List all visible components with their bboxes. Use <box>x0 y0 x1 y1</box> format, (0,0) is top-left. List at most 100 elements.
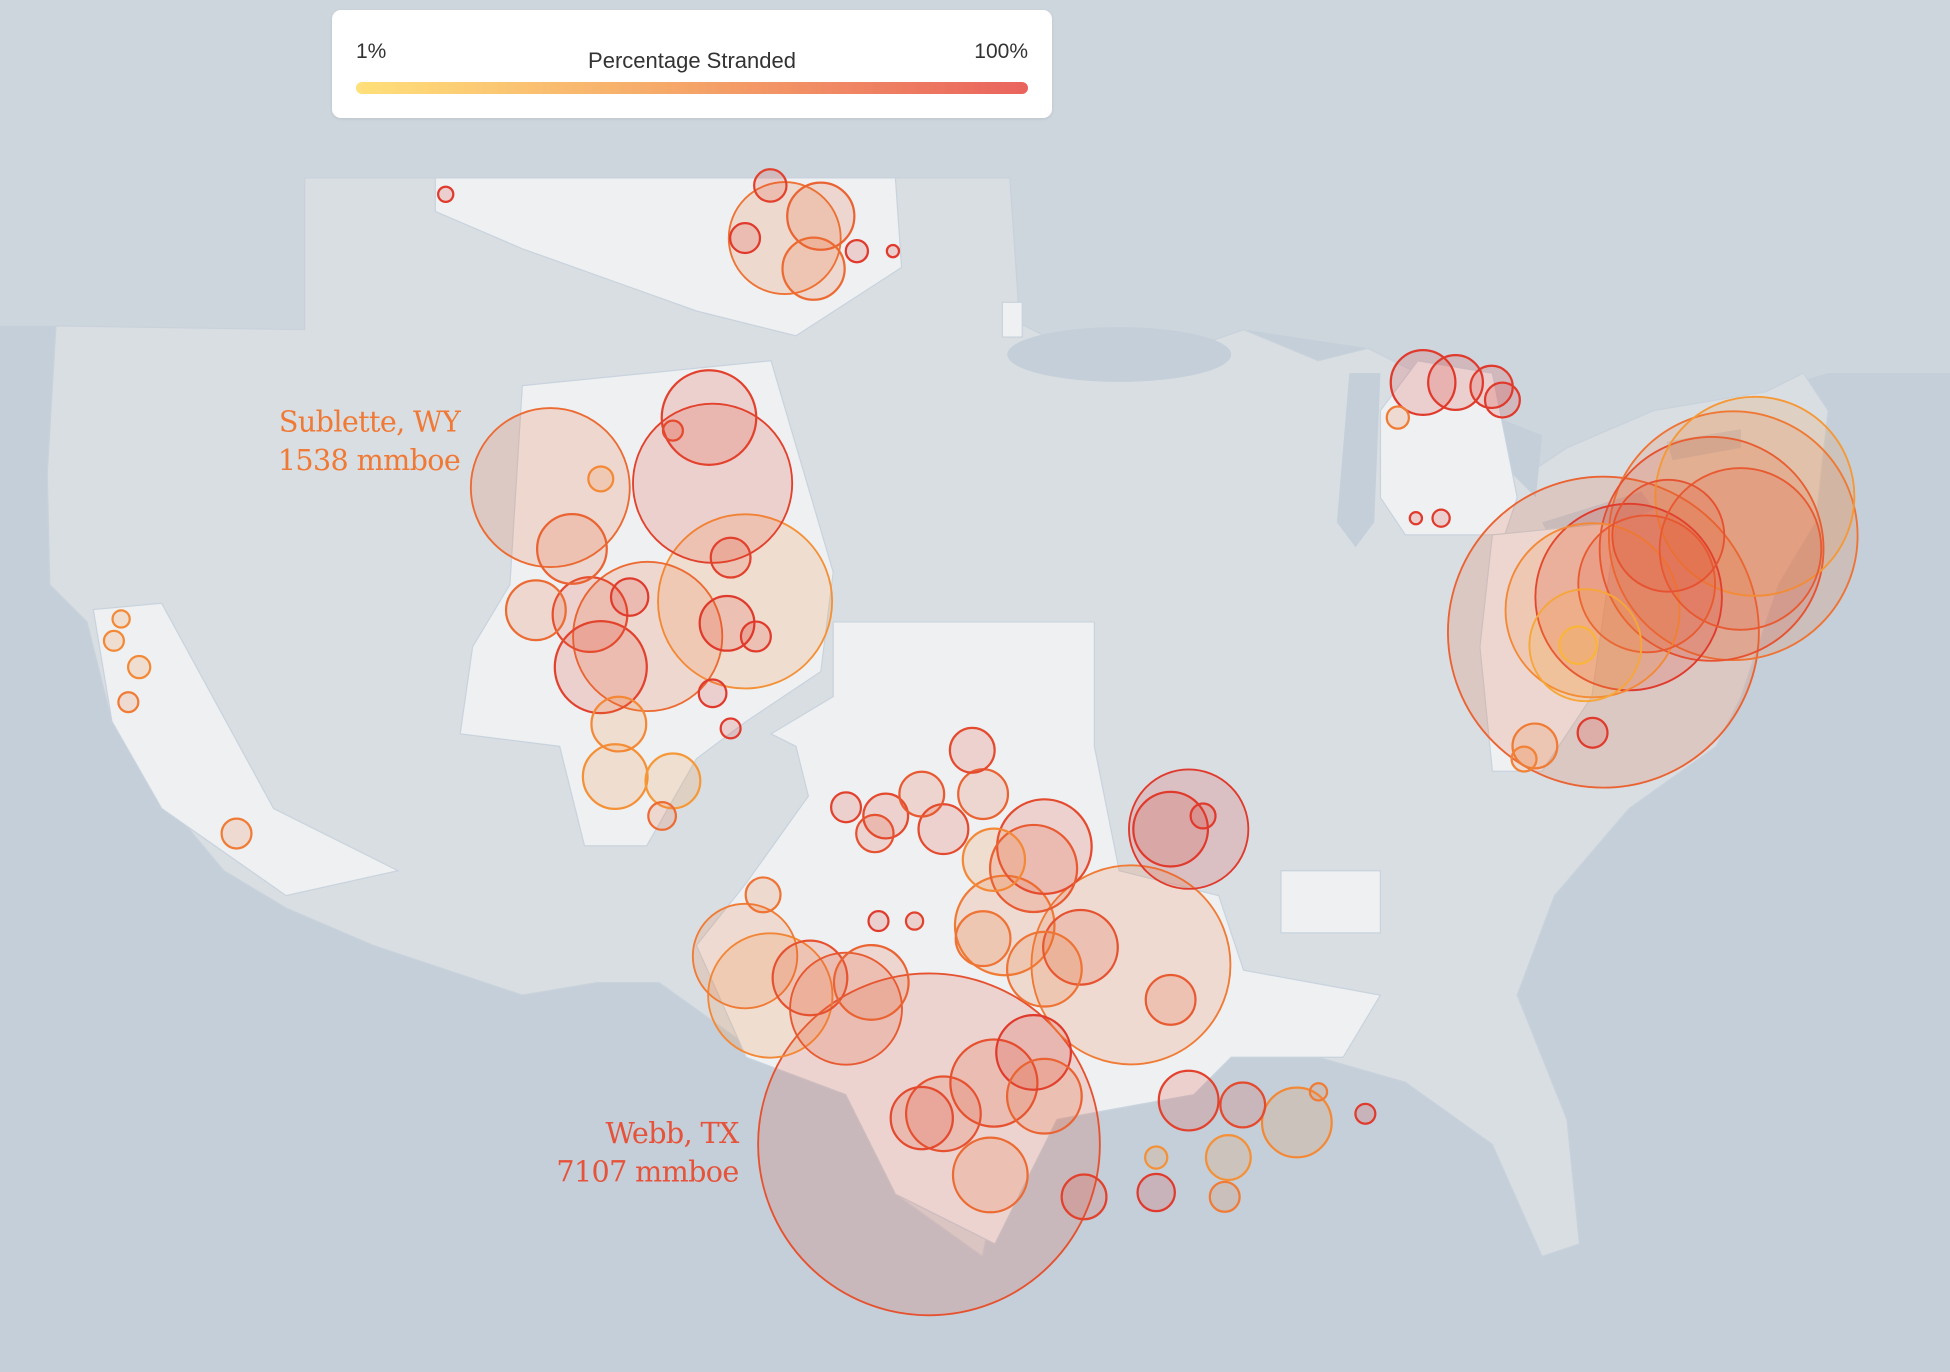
county-bubble[interactable] <box>1385 405 1411 430</box>
county-bubble[interactable] <box>1511 722 1559 770</box>
county-bubble[interactable] <box>1136 1172 1176 1213</box>
county-bubble[interactable] <box>111 609 131 629</box>
color-legend: 1% Percentage Stranded 100% <box>332 10 1052 118</box>
county-bubble[interactable] <box>553 619 648 715</box>
county-bubble[interactable] <box>1510 745 1538 773</box>
county-bubble[interactable] <box>691 902 799 1010</box>
county-bubble[interactable] <box>1577 514 1717 654</box>
county-bubble[interactable] <box>1558 625 1598 665</box>
county-bubble[interactable] <box>844 238 870 264</box>
county-bubble[interactable] <box>587 465 615 493</box>
county-bubble[interactable] <box>739 620 772 653</box>
county-bubble[interactable] <box>961 827 1027 892</box>
county-bubble[interactable] <box>867 910 890 933</box>
annotation-value: 7107 mmboe <box>556 1155 738 1189</box>
county-bubble[interactable] <box>647 801 678 831</box>
county-bubble[interactable] <box>1260 1086 1333 1159</box>
legend-min-label: 1% <box>356 40 387 63</box>
county-bubble[interactable] <box>1654 395 1856 597</box>
county-bubble[interactable] <box>1005 930 1083 1008</box>
county-bubble[interactable] <box>949 1038 1039 1128</box>
county-bubble[interactable] <box>504 579 567 642</box>
legend-title: Percentage Stranded <box>588 48 796 73</box>
county-bubble[interactable] <box>707 932 834 1059</box>
county-bubble[interactable] <box>1132 790 1210 868</box>
county-bubble[interactable] <box>1528 588 1643 703</box>
county-bubble[interactable] <box>951 1136 1029 1214</box>
county-bubble[interactable] <box>1611 478 1726 593</box>
county-bubble[interactable] <box>988 823 1079 914</box>
annotation-value: 1538 mmboe <box>278 443 460 477</box>
county-bubble[interactable] <box>727 181 842 295</box>
county-bubble[interactable] <box>697 678 728 709</box>
county-bubble[interactable] <box>855 813 895 854</box>
county-bubble[interactable] <box>1042 908 1119 986</box>
county-bubble[interactable] <box>1189 802 1217 830</box>
county-bubble[interactable] <box>753 168 788 203</box>
county-bubble[interactable] <box>632 402 794 564</box>
county-bubble[interactable] <box>832 943 910 1021</box>
legend-gradient-bar <box>356 82 1028 94</box>
county-bubble[interactable] <box>709 536 752 579</box>
county-bubble[interactable] <box>469 407 631 569</box>
county-bubble[interactable] <box>661 419 684 442</box>
county-bubble[interactable] <box>781 236 846 301</box>
county-bubble[interactable] <box>1144 1145 1169 1170</box>
county-bubble[interactable] <box>1208 1180 1241 1213</box>
county-bubble[interactable] <box>954 910 1012 968</box>
county-bubble[interactable] <box>898 770 946 818</box>
county-bubble[interactable] <box>536 512 608 585</box>
bubble-layer <box>102 168 1859 1317</box>
county-bubble[interactable] <box>885 243 901 259</box>
county-bubble[interactable] <box>1408 510 1424 526</box>
county-bubble[interactable] <box>1060 1173 1108 1221</box>
annotation-sublette: Sublette, WY 1538 mmboe <box>278 405 463 478</box>
county-bubble[interactable] <box>1219 1081 1267 1129</box>
county-bubble[interactable] <box>1389 349 1457 416</box>
county-bubble[interactable] <box>1128 768 1250 890</box>
county-bubble[interactable] <box>786 181 856 251</box>
county-bubble[interactable] <box>609 577 650 617</box>
legend-max-label: 100% <box>974 40 1028 63</box>
county-bubble[interactable] <box>437 185 455 204</box>
county-bubble[interactable] <box>948 726 996 774</box>
county-bubble[interactable] <box>1005 1057 1083 1135</box>
county-bubble[interactable] <box>1576 716 1609 749</box>
county-bubble[interactable] <box>744 876 782 914</box>
county-bubble[interactable] <box>719 717 742 740</box>
county-bubble[interactable] <box>953 874 1056 977</box>
county-bubble[interactable] <box>889 1085 954 1151</box>
county-bubble[interactable] <box>917 803 970 856</box>
county-bubble[interactable] <box>1144 973 1197 1026</box>
county-bubble[interactable] <box>1658 467 1823 631</box>
county-bubble[interactable] <box>590 695 648 753</box>
county-bubble[interactable] <box>1204 1134 1252 1182</box>
county-bubble[interactable] <box>1157 1069 1220 1132</box>
county-bubble[interactable] <box>220 817 253 850</box>
canada-land <box>0 0 1950 473</box>
county-bubble[interactable] <box>644 752 702 810</box>
county-bubble[interactable] <box>957 768 1010 821</box>
county-bubble[interactable] <box>1030 864 1232 1066</box>
county-bubble[interactable] <box>126 654 152 680</box>
county-bubble[interactable] <box>1308 1082 1329 1102</box>
county-bubble[interactable] <box>829 791 863 824</box>
county-bubble[interactable] <box>581 743 649 811</box>
county-bubble[interactable] <box>1504 522 1681 699</box>
county-bubble[interactable] <box>904 911 925 931</box>
county-bubble[interactable] <box>1354 1102 1377 1125</box>
annotation-name: Sublette, WY <box>279 405 462 439</box>
county-bubble[interactable] <box>1431 508 1451 528</box>
county-bubble[interactable] <box>771 939 849 1017</box>
county-bubble[interactable] <box>117 691 140 714</box>
county-bubble[interactable] <box>729 222 762 255</box>
county-bubble[interactable] <box>102 629 125 652</box>
county-bubble[interactable] <box>1483 381 1521 419</box>
county-bubble[interactable] <box>757 972 1101 1317</box>
county-bubble[interactable] <box>1427 354 1485 411</box>
county-bubble[interactable] <box>660 369 758 466</box>
county-bubble[interactable] <box>904 1075 982 1153</box>
county-bubble[interactable] <box>862 792 910 840</box>
county-bubble[interactable] <box>995 1014 1073 1091</box>
